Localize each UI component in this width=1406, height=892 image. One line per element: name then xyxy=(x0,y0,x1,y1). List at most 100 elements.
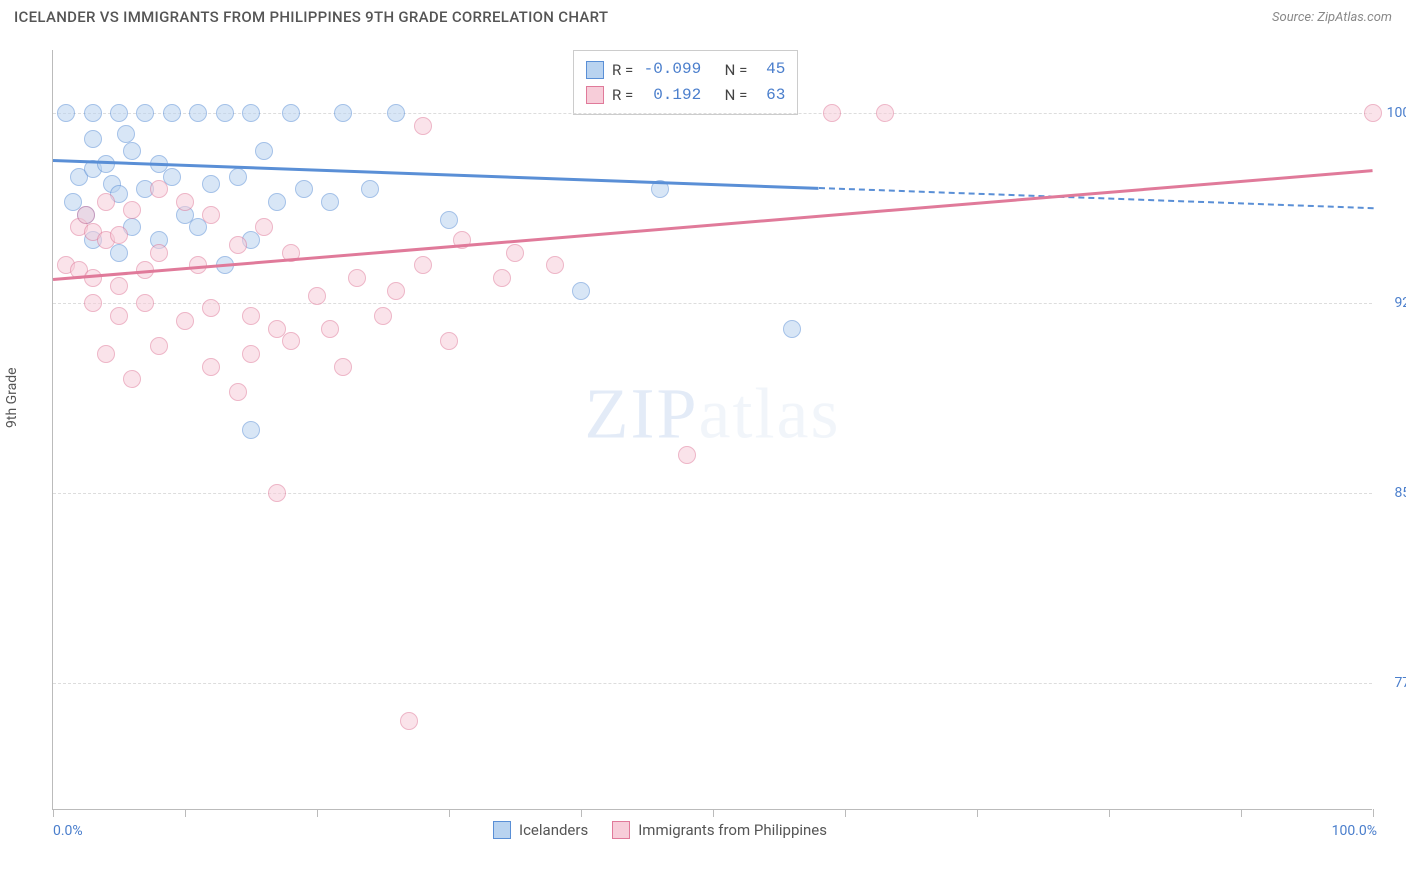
legend-stat-row: R = 0.192 N = 63 xyxy=(586,83,785,109)
chart-title: ICELANDER VS IMMIGRANTS FROM PHILIPPINES… xyxy=(14,8,608,26)
scatter-point xyxy=(546,256,564,274)
scatter-point xyxy=(216,104,234,122)
scatter-point xyxy=(150,337,168,355)
scatter-point xyxy=(255,218,273,236)
x-tick xyxy=(977,809,978,817)
x-tick xyxy=(713,809,714,817)
legend-swatch xyxy=(586,61,604,79)
scatter-point xyxy=(321,193,339,211)
trend-line xyxy=(53,169,1373,280)
scatter-point xyxy=(136,104,154,122)
grid-line xyxy=(53,303,1372,304)
legend-item: Icelanders xyxy=(493,821,588,839)
scatter-point xyxy=(84,130,102,148)
trend-line xyxy=(819,187,1373,209)
scatter-point xyxy=(321,320,339,338)
legend-label: Immigrants from Philippines xyxy=(638,821,827,839)
scatter-point xyxy=(229,383,247,401)
scatter-point xyxy=(84,294,102,312)
scatter-point xyxy=(361,180,379,198)
chart-container: 9th Grade ZIPatlas R =-0.099 N =45R =0.1… xyxy=(42,40,1392,840)
scatter-point xyxy=(282,104,300,122)
x-tick xyxy=(185,809,186,817)
scatter-point xyxy=(440,332,458,350)
n-label: N = xyxy=(725,58,748,82)
r-label: R = xyxy=(612,83,633,107)
legend-swatch xyxy=(493,821,511,839)
watermark-bold: ZIP xyxy=(585,374,699,454)
scatter-point xyxy=(176,193,194,211)
scatter-point xyxy=(387,282,405,300)
scatter-point xyxy=(97,193,115,211)
scatter-point xyxy=(150,244,168,262)
legend-stat-row: R = -0.099 N = 45 xyxy=(586,57,785,83)
legend-label: Icelanders xyxy=(519,821,588,839)
scatter-point xyxy=(572,282,590,300)
r-label: R = xyxy=(612,58,633,82)
grid-line xyxy=(53,683,1372,684)
scatter-point xyxy=(823,104,841,122)
scatter-point xyxy=(229,168,247,186)
x-tick xyxy=(449,809,450,817)
n-value: 63 xyxy=(755,83,785,109)
n-label: N = xyxy=(725,83,748,107)
x-tick xyxy=(1241,809,1242,817)
scatter-point xyxy=(110,226,128,244)
n-value: 45 xyxy=(755,57,785,83)
scatter-point xyxy=(202,358,220,376)
scatter-point xyxy=(84,104,102,122)
scatter-point xyxy=(110,244,128,262)
plot-area: ZIPatlas R = -0.099 N = 45R = 0.192 N = 63 0… xyxy=(52,50,1372,810)
scatter-point xyxy=(242,345,260,363)
scatter-point xyxy=(77,206,95,224)
scatter-point xyxy=(117,125,135,143)
scatter-point xyxy=(268,193,286,211)
x-tick xyxy=(845,809,846,817)
scatter-point xyxy=(348,269,366,287)
r-value: -0.099 xyxy=(641,57,701,83)
y-axis-title: 9th Grade xyxy=(4,367,20,428)
watermark: ZIPatlas xyxy=(585,373,841,456)
scatter-point xyxy=(387,104,405,122)
scatter-point xyxy=(110,104,128,122)
source-label: Source: ZipAtlas.com xyxy=(1272,10,1392,25)
legend-series: Icelanders Immigrants from Philippines xyxy=(493,821,827,839)
scatter-point xyxy=(123,370,141,388)
scatter-point xyxy=(202,299,220,317)
grid-line xyxy=(53,493,1372,494)
x-tick xyxy=(581,809,582,817)
scatter-point xyxy=(97,155,115,173)
scatter-point xyxy=(400,712,418,730)
scatter-point xyxy=(242,307,260,325)
watermark-light: atlas xyxy=(699,374,841,454)
x-tick xyxy=(53,809,54,817)
scatter-point xyxy=(876,104,894,122)
scatter-point xyxy=(255,142,273,160)
scatter-point xyxy=(506,244,524,262)
scatter-point xyxy=(493,269,511,287)
scatter-point xyxy=(308,287,326,305)
x-axis-min-label: 0.0% xyxy=(53,823,83,839)
scatter-point xyxy=(84,269,102,287)
scatter-point xyxy=(678,446,696,464)
scatter-point xyxy=(57,104,75,122)
chart-header: ICELANDER VS IMMIGRANTS FROM PHILIPPINES… xyxy=(0,0,1406,30)
scatter-point xyxy=(414,117,432,135)
scatter-point xyxy=(268,484,286,502)
scatter-point xyxy=(202,175,220,193)
scatter-point xyxy=(176,312,194,330)
x-tick xyxy=(1109,809,1110,817)
scatter-point xyxy=(229,236,247,254)
x-tick xyxy=(317,809,318,817)
legend-swatch xyxy=(586,86,604,104)
scatter-point xyxy=(110,307,128,325)
scatter-point xyxy=(136,294,154,312)
scatter-point xyxy=(189,104,207,122)
x-tick xyxy=(1373,809,1374,817)
scatter-point xyxy=(202,206,220,224)
legend-swatch xyxy=(612,821,630,839)
scatter-point xyxy=(163,104,181,122)
scatter-point xyxy=(242,104,260,122)
scatter-point xyxy=(110,277,128,295)
r-value: 0.192 xyxy=(641,83,701,109)
